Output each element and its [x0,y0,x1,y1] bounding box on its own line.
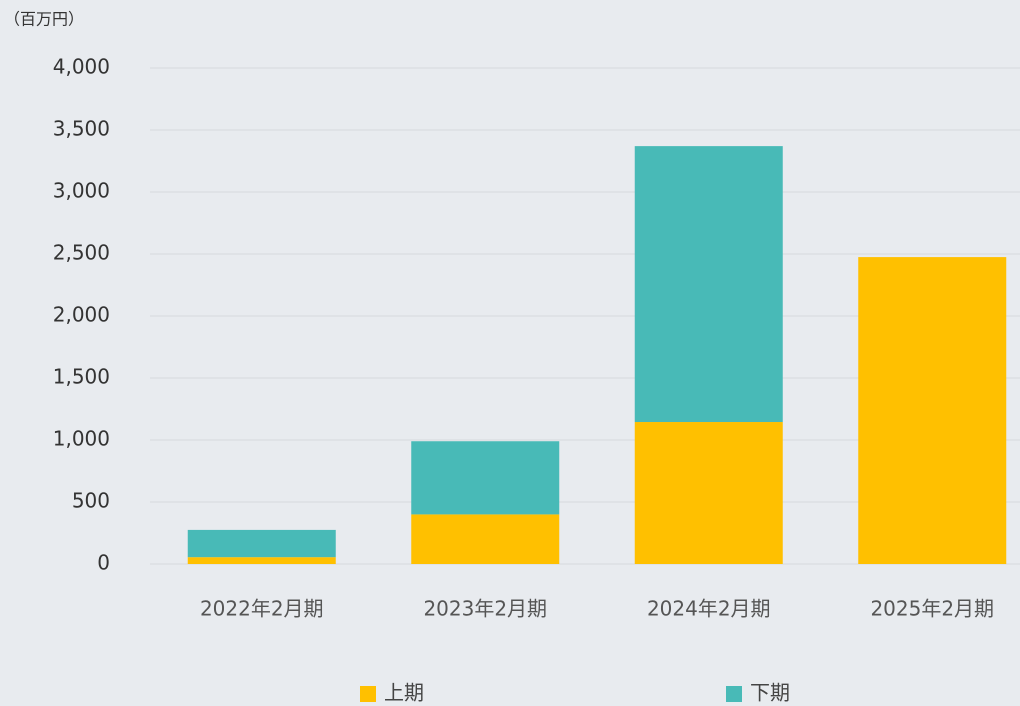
x-tick-label: 2023年2月期 [423,597,547,621]
y-tick-label: 2,000 [53,303,110,327]
bar-segment [411,441,560,515]
legend-swatch [726,686,742,702]
bar-segment [411,514,560,564]
bar-segment [187,529,336,558]
legend-label: 上期 [384,681,424,705]
y-tick-label: 1,000 [53,427,110,451]
y-tick-label: 3,500 [53,117,110,141]
y-tick-label: 0 [97,551,110,575]
legend-label: 下期 [750,681,790,705]
y-tick-label: 1,500 [53,365,110,389]
y-tick-label: 500 [72,489,110,513]
y-tick-label: 3,000 [53,179,110,203]
x-tick-label: 2025年2月期 [870,597,994,621]
legend-swatch [360,686,376,702]
bar-segment [634,422,783,564]
bar-segment [187,557,336,564]
bar-segment [634,146,783,423]
bar-segment [858,257,1007,564]
x-tick-label: 2024年2月期 [647,597,771,621]
y-tick-label: 2,500 [53,241,110,265]
x-tick-label: 2022年2月期 [200,597,324,621]
unit-label: （百万円） [4,10,84,29]
y-tick-label: 4,000 [53,55,110,79]
